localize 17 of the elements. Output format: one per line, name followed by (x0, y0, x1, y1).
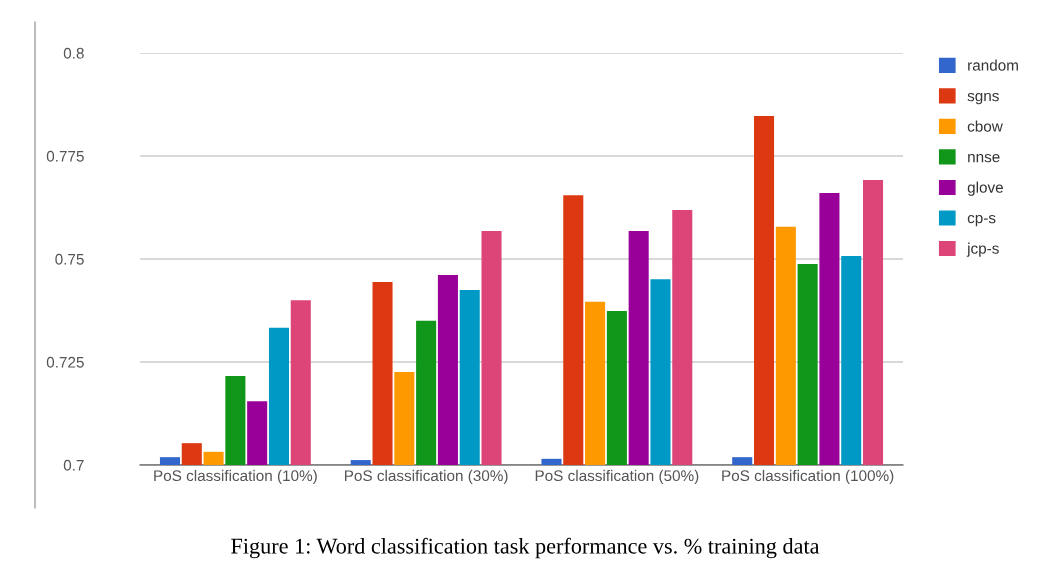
caption: Figure 1: Word classification task performance vs. % training data (231, 537, 820, 559)
y-tick-label: 0.8 (63, 47, 84, 59)
x-tick-label: PoS classification (100%) (722, 469, 894, 485)
legend-label: jcp-s (966, 242, 999, 257)
legend-label: cbow (967, 120, 1003, 132)
legend-label: nnse (968, 153, 1000, 163)
legend-label: random (968, 59, 1018, 71)
x-tick-label: PoS classification (50%) (535, 469, 699, 485)
y-tick-label: 0.75 (55, 253, 84, 265)
legend-label: sgns (967, 92, 999, 105)
y-tick-label: 0.775 (46, 150, 84, 162)
legend-label: cp-s (967, 214, 996, 227)
y-tick-label: 0.725 (46, 356, 84, 368)
x-tick-label: PoS classification (10%) (154, 469, 317, 485)
y-tick-label: 0.7 (63, 459, 84, 471)
x-tick-label: PoS classification (30%) (345, 469, 508, 485)
legend-label: glove (967, 181, 1003, 196)
